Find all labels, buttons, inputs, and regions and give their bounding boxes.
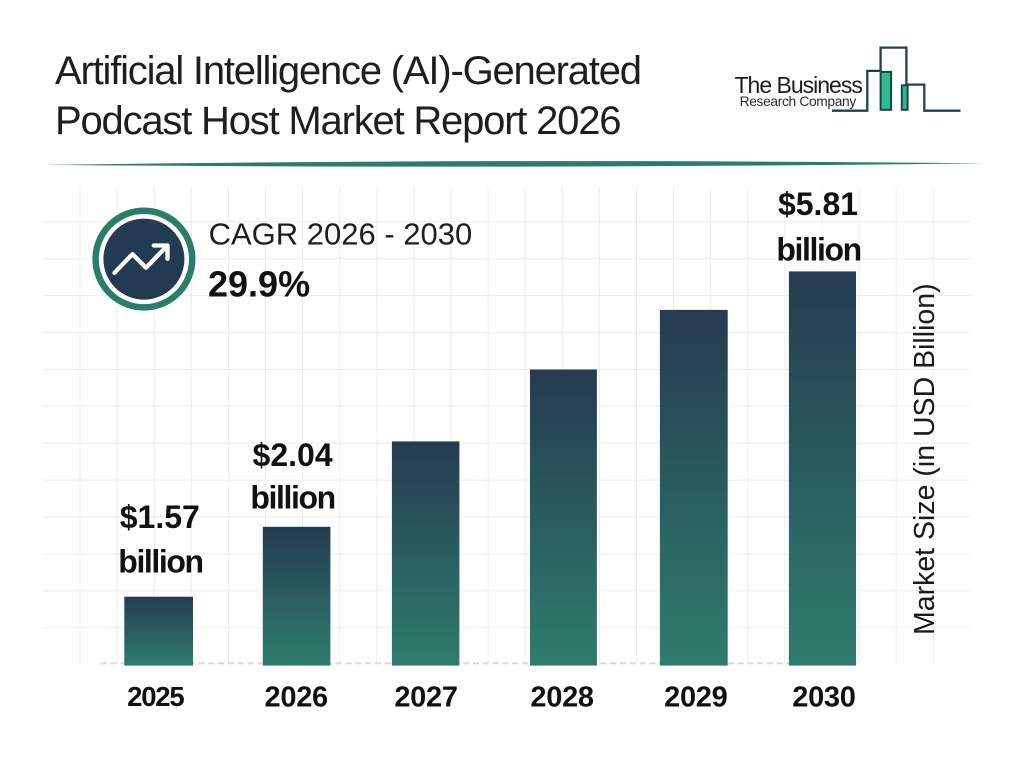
svg-text:$2.04: $2.04 xyxy=(253,437,333,473)
svg-text:Market Size (in USD Billion): Market Size (in USD Billion) xyxy=(909,283,941,635)
svg-text:Podcast Host Market Report 202: Podcast Host Market Report 2026 xyxy=(55,99,620,143)
svg-text:Research Company: Research Company xyxy=(740,94,857,109)
svg-text:2025: 2025 xyxy=(127,681,184,712)
svg-text:29.9%: 29.9% xyxy=(208,264,310,305)
svg-text:2026: 2026 xyxy=(265,682,328,714)
svg-text:billion: billion xyxy=(250,480,334,516)
svg-text:2027: 2027 xyxy=(394,682,457,714)
svg-text:The Business: The Business xyxy=(735,72,863,98)
svg-text:$5.81: $5.81 xyxy=(778,186,858,222)
svg-text:billion: billion xyxy=(776,231,860,267)
svg-text:billion: billion xyxy=(118,544,202,580)
svg-text:$1.57: $1.57 xyxy=(120,499,200,535)
svg-text:2028: 2028 xyxy=(530,682,593,714)
svg-text:2029: 2029 xyxy=(664,682,727,714)
svg-text:2030: 2030 xyxy=(792,682,855,714)
svg-text:CAGR 2026 - 2030: CAGR 2026 - 2030 xyxy=(209,217,473,252)
svg-text:Artificial Intelligence (AI)-G: Artificial Intelligence (AI)-Generated xyxy=(55,49,641,93)
